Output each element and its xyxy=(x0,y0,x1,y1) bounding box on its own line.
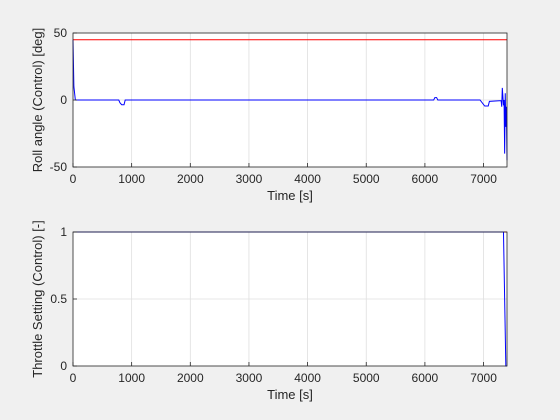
roll-angle-y-tick-label: 50 xyxy=(54,26,68,40)
throttle-x-tick-label: 2000 xyxy=(177,371,204,385)
roll-angle-x-tick-label: 1000 xyxy=(118,172,145,186)
roll-angle-series xyxy=(72,39,508,161)
throttle-x-tick-label: 4000 xyxy=(294,371,321,385)
roll-angle-x-tick-label: 4000 xyxy=(294,172,321,186)
roll-angle-y-tick-label: -50 xyxy=(50,160,68,174)
throttle-y-tick-label: 0 xyxy=(60,359,67,373)
throttle-x-axis-label: Time [s] xyxy=(267,387,313,402)
throttle-x-tick-label: 3000 xyxy=(236,371,263,385)
roll-angle-y-axis-label: Roll angle (Control) [deg] xyxy=(30,28,45,173)
roll-angle-x-tick-label: 2000 xyxy=(177,172,204,186)
throttle-y-axis-label: Throttle Setting (Control) [-] xyxy=(30,220,45,378)
throttle-axes: 0 1000 2000 3000 4000 5000 6000 7000 1 0.5 0 Time … xyxy=(30,220,508,402)
roll-angle-x-axis-label: Time [s] xyxy=(267,188,313,203)
roll-angle-x-tick-label: 7000 xyxy=(470,172,497,186)
throttle-ticks: 0 1000 2000 3000 4000 5000 6000 7000 1 0.5 0 xyxy=(50,225,497,385)
roll-angle-x-tick-label: 0 xyxy=(70,172,77,186)
roll-angle-y-tick-label: 0 xyxy=(60,93,67,107)
roll-angle-x-tick-label: 5000 xyxy=(353,172,380,186)
throttle-x-tick-label: 6000 xyxy=(412,371,439,385)
throttle-x-tick-label: 5000 xyxy=(353,371,380,385)
throttle-y-tick-label: 1 xyxy=(60,225,67,239)
roll-angle-x-tick-label: 6000 xyxy=(412,172,439,186)
throttle-x-tick-label: 7000 xyxy=(470,371,497,385)
throttle-y-tick-label: 0.5 xyxy=(50,292,67,306)
throttle-x-tick-label: 1000 xyxy=(118,371,145,385)
throttle-x-tick-label: 0 xyxy=(70,371,77,385)
roll-angle-series-blue-line xyxy=(72,39,508,161)
roll-angle-x-tick-label: 3000 xyxy=(236,172,263,186)
